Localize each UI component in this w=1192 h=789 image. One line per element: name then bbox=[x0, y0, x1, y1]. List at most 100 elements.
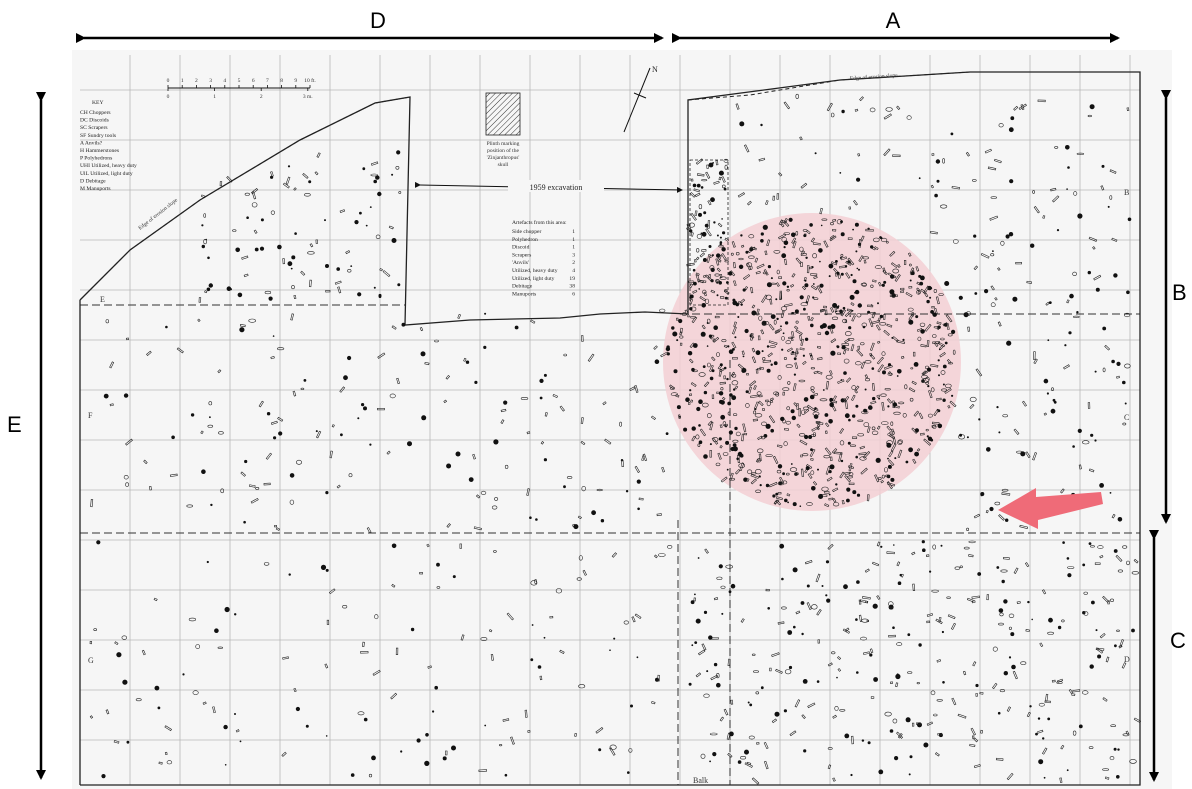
artefact-dot bbox=[201, 244, 205, 249]
flake bbox=[1083, 611, 1089, 616]
artefact-dot bbox=[1064, 344, 1067, 347]
artefact-dot bbox=[728, 349, 734, 355]
artefact-dot bbox=[636, 656, 639, 659]
flake bbox=[909, 263, 912, 267]
bone-fragment bbox=[217, 369, 222, 374]
flake bbox=[800, 302, 808, 307]
artefact-dot bbox=[1126, 290, 1130, 295]
flake bbox=[628, 748, 633, 753]
bone-fragment bbox=[657, 674, 660, 682]
bone-fragment bbox=[741, 433, 745, 442]
bone-fragment bbox=[263, 482, 271, 486]
bone-fragment bbox=[973, 265, 979, 271]
artefact-dot bbox=[841, 345, 846, 350]
bone-fragment bbox=[937, 732, 943, 736]
bone-fragment bbox=[631, 616, 636, 623]
bone-fragment bbox=[908, 313, 914, 321]
artefact-dot bbox=[814, 152, 817, 155]
bone-fragment bbox=[1016, 601, 1021, 604]
bone-fragment bbox=[789, 730, 797, 737]
flake bbox=[786, 289, 790, 292]
artefact-dot bbox=[852, 414, 856, 418]
artefact-dot bbox=[357, 417, 360, 420]
flake bbox=[906, 115, 912, 120]
bone-fragment bbox=[782, 391, 785, 396]
flake bbox=[936, 698, 943, 702]
flake bbox=[270, 210, 276, 215]
flake bbox=[706, 318, 711, 324]
flake bbox=[890, 421, 894, 426]
flake bbox=[775, 392, 780, 397]
flake bbox=[916, 681, 920, 685]
bone-fragment bbox=[758, 453, 762, 462]
flake bbox=[776, 269, 780, 275]
artefact-dot bbox=[802, 354, 806, 357]
flake bbox=[783, 441, 788, 447]
bone-fragment bbox=[772, 195, 776, 201]
bone-fragment bbox=[1025, 629, 1030, 632]
bone-fragment bbox=[339, 386, 346, 393]
artefact-dot bbox=[787, 630, 793, 635]
artefact-dot bbox=[273, 436, 277, 440]
artefact-dot bbox=[563, 485, 566, 489]
flake bbox=[721, 184, 726, 189]
bone-fragment bbox=[840, 309, 847, 317]
bone-fragment bbox=[722, 396, 726, 401]
bone-fragment bbox=[382, 270, 391, 278]
flake bbox=[773, 319, 777, 325]
flake bbox=[863, 422, 870, 427]
key-item: UlL Utilized, light duty bbox=[80, 171, 133, 177]
artefact-dot bbox=[760, 239, 764, 243]
bone-fragment bbox=[282, 258, 285, 265]
bone-fragment bbox=[716, 267, 721, 272]
artefact-dot bbox=[375, 175, 380, 180]
artefact-dot bbox=[116, 652, 122, 658]
bone-fragment bbox=[883, 113, 892, 120]
bone-fragment bbox=[705, 274, 713, 282]
bone-fragment bbox=[709, 254, 714, 259]
bone-fragment bbox=[1063, 364, 1070, 370]
artefact-dot bbox=[359, 211, 362, 215]
flake bbox=[347, 269, 352, 273]
flake bbox=[881, 421, 889, 426]
artefact-dot bbox=[391, 543, 397, 549]
bone-fragment bbox=[490, 653, 494, 661]
artefact-dot bbox=[913, 362, 919, 367]
paper-background bbox=[72, 50, 1172, 789]
bone-fragment bbox=[1045, 301, 1050, 306]
artefact-dot bbox=[855, 455, 858, 459]
bone-fragment bbox=[973, 513, 981, 519]
bone-fragment bbox=[769, 397, 774, 401]
bone-fragment bbox=[703, 291, 707, 297]
artefact-dot bbox=[1012, 296, 1018, 302]
bone-fragment bbox=[1037, 99, 1046, 103]
artefact-dot bbox=[1003, 671, 1008, 676]
bone-fragment bbox=[844, 475, 851, 483]
bone-fragment bbox=[832, 218, 837, 222]
artefact-dot bbox=[207, 256, 210, 260]
bone-fragment bbox=[1020, 104, 1025, 110]
artefact-dot bbox=[761, 350, 764, 353]
bone-fragment bbox=[989, 215, 999, 221]
bone-fragment bbox=[204, 290, 208, 294]
bone-fragment bbox=[759, 366, 764, 370]
bone-fragment bbox=[669, 384, 675, 390]
bone-fragment bbox=[690, 399, 694, 403]
bone-fragment bbox=[734, 385, 739, 390]
artefact-dot bbox=[896, 375, 899, 377]
artefact-dot bbox=[905, 460, 909, 464]
bone-fragment bbox=[719, 424, 723, 428]
scale-ft-label: 10 ft. bbox=[304, 77, 316, 84]
bone-fragment bbox=[792, 383, 797, 391]
bone-fragment bbox=[253, 229, 258, 234]
bone-fragment bbox=[1111, 237, 1118, 242]
bone-fragment bbox=[800, 250, 806, 255]
bone-fragment bbox=[783, 101, 791, 110]
artefact-dot bbox=[894, 756, 899, 761]
artefact-dot bbox=[887, 464, 892, 469]
bone-fragment bbox=[719, 367, 725, 373]
artefact-dot bbox=[729, 731, 734, 737]
artefact-dot bbox=[908, 319, 914, 325]
bone-fragment bbox=[679, 331, 683, 336]
bone-fragment bbox=[889, 250, 896, 257]
